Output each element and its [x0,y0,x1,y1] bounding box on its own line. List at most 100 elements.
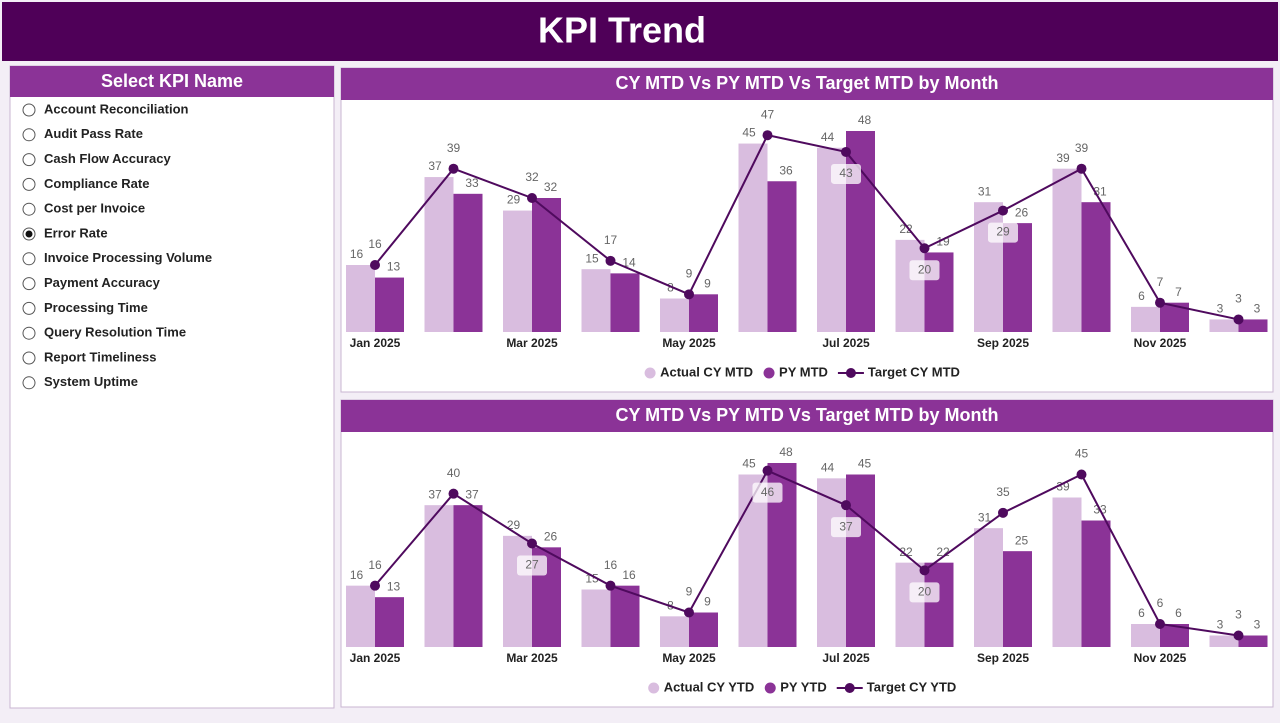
radio-button[interactable] [22,326,36,340]
slicer-option[interactable]: Processing Time [44,300,148,315]
target-point [919,243,930,254]
radio-button[interactable] [22,202,36,216]
chart-title-bar [341,400,1273,432]
x-tick-label: Sep 2025 [977,336,1029,350]
data-label: 37 [465,487,479,501]
bar [610,585,640,647]
data-label: 26 [544,530,558,544]
slicer-option[interactable]: Error Rate [44,225,108,240]
data-label: 32 [544,180,558,194]
data-label: 6 [1138,289,1145,303]
target-point [1155,297,1165,308]
data-label: 16 [368,558,382,572]
data-label: 22 [899,545,913,559]
bar [424,505,454,647]
slicer-panel [9,65,335,709]
data-label: 43 [839,166,853,180]
bar [738,143,768,332]
target-line [374,134,1239,321]
slicer-option[interactable]: Payment Accuracy [44,275,161,290]
slicer-option[interactable]: Account Reconciliation [44,101,189,116]
label-box [988,222,1018,243]
target-point [1233,630,1244,641]
bar [1131,624,1160,647]
label-box [831,517,861,538]
data-label: 44 [821,461,835,475]
data-label: 45 [1075,447,1089,461]
data-label: 37 [839,519,853,533]
data-label: 44 [821,130,835,144]
data-label: 40 [447,466,461,480]
bar [689,612,718,647]
bar [1238,635,1268,647]
radio-button[interactable] [22,351,36,365]
x-tick-label: Jan 2025 [350,651,401,665]
legend-marker [764,682,776,694]
data-label: 3 [1235,608,1242,622]
data-label: 39 [1075,141,1089,155]
radio-button[interactable] [22,376,36,390]
bar [689,294,718,332]
data-label: 29 [507,193,521,207]
data-label: 39 [447,141,461,155]
x-tick-label: Mar 2025 [506,336,558,350]
x-tick-label: Mar 2025 [506,651,558,665]
radio-button[interactable] [22,153,36,167]
bar [1003,551,1032,647]
radio-button[interactable] [22,277,36,291]
slicer-option[interactable]: Report Timeliness [44,349,156,364]
label-box [909,582,940,603]
bar [1209,319,1239,332]
data-label: 6 [1157,596,1164,610]
legend-label: Actual CY MTD [660,364,753,379]
bar [424,177,454,332]
data-label: 31 [978,510,992,524]
label-box [909,260,940,281]
target-point [684,607,694,618]
bar [1081,520,1111,647]
radio-button[interactable] [22,103,36,117]
bar [767,181,797,332]
data-label: 26 [1015,205,1029,219]
radio-button[interactable] [22,252,36,266]
data-label: 37 [428,487,442,501]
target-point [1076,163,1087,174]
data-label: 16 [350,247,364,261]
data-label: 3 [1254,302,1261,316]
data-label: 3 [1217,302,1224,316]
x-tick-label: Sep 2025 [977,651,1029,665]
slicer-option[interactable]: Cost per Invoice [44,201,145,216]
bar [1052,497,1082,647]
data-label: 36 [779,163,793,177]
target-point [605,580,616,591]
radio-button[interactable] [22,177,36,191]
slicer-option[interactable]: System Uptime [44,374,138,389]
slicer-option[interactable]: Query Resolution Time [44,325,186,340]
slicer-option[interactable]: Cash Flow Accuracy [44,151,171,166]
legend-marker [845,368,856,378]
slicer-option[interactable]: Audit Pass Rate [44,126,143,141]
data-label: 16 [622,568,636,582]
data-label: 6 [1138,606,1145,620]
slicer-option[interactable]: Invoice Processing Volume [44,250,212,265]
data-label: 9 [704,595,711,609]
header-bar [2,2,1278,61]
radio-button[interactable] [22,301,36,315]
bar [453,193,483,332]
radio-button[interactable] [22,128,36,142]
data-label: 3 [1217,618,1224,632]
data-label: 13 [387,260,401,274]
data-label: 16 [604,558,618,572]
bar [846,474,875,647]
x-tick-label: Jan 2025 [350,336,401,350]
page-title: KPI Trend [538,10,706,51]
slicer-option[interactable]: Compliance Rate [44,176,149,191]
target-point [448,488,459,499]
target-point [1155,619,1165,629]
bar [895,239,925,332]
bar [1238,319,1268,332]
data-label: 7 [1157,275,1164,289]
target-point [998,507,1008,518]
data-label: 16 [368,237,382,251]
